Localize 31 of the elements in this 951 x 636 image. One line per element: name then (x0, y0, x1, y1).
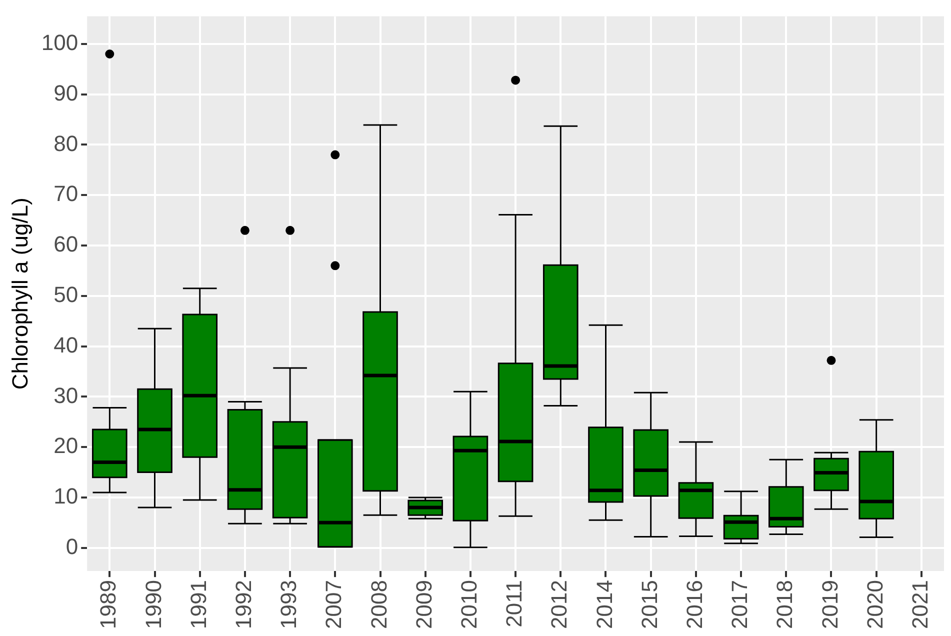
x-tick-label: 2009 (411, 580, 436, 630)
x-tick-label: 2008 (366, 580, 392, 630)
y-tick-label: 10 (54, 484, 78, 509)
y-tick-label: 20 (54, 433, 78, 458)
y-tick-label: 80 (54, 130, 78, 156)
x-tick-label: 2011 (502, 580, 527, 628)
x-tick-label: 2016 (682, 580, 708, 630)
x-tick-label: 1991 (186, 580, 211, 630)
y-tick-label: 100 (41, 30, 78, 55)
x-tick-label: 2007 (321, 580, 346, 630)
x-tick-label: 1993 (276, 580, 302, 630)
x-tick-label: 2019 (817, 580, 842, 630)
x-tick-label: 2010 (456, 580, 482, 630)
y-tick-label: 30 (54, 382, 78, 408)
y-tick-label: 60 (54, 232, 78, 257)
y-tick-label: 90 (54, 80, 78, 106)
y-tick-label: 70 (54, 181, 78, 206)
x-tick-label: 2012 (546, 580, 572, 630)
x-tick-label: 2021 (908, 580, 933, 630)
x-tick-label: 2020 (862, 580, 888, 630)
y-tick-label: 50 (54, 282, 78, 307)
x-tick-label: 2017 (727, 580, 752, 630)
x-tick-label: 1990 (140, 580, 166, 630)
x-tick-label: 2018 (772, 580, 798, 630)
x-tick-label: 1992 (231, 580, 256, 630)
x-tick-label: 2014 (592, 580, 617, 630)
y-tick-label: 0 (66, 534, 78, 559)
y-tick-label: 40 (54, 332, 78, 358)
y-axis-title: Chlorophyll a (ug/L) (7, 198, 32, 390)
x-tick-label: 1989 (96, 580, 121, 630)
x-tick-label: 2015 (636, 580, 662, 630)
